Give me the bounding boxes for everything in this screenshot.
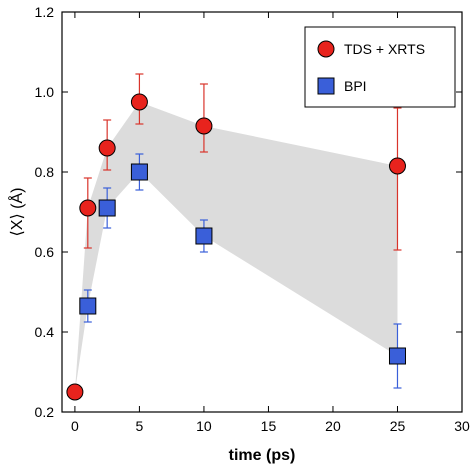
data-point-square [98, 199, 116, 217]
x-tick-label: 30 [454, 418, 470, 434]
data-point-circle [130, 93, 148, 111]
legend-marker-bpi [317, 77, 335, 95]
data-point-circle [79, 199, 97, 217]
x-tick-label: 25 [390, 418, 406, 434]
shaded-band [74, 102, 398, 392]
y-tick-label: 1.2 [35, 4, 55, 20]
marker-layer [66, 93, 406, 401]
y-axis-title: ⟨X⟩ (Å) [7, 188, 26, 237]
y-tick-label: 0.8 [35, 164, 55, 180]
data-point-square [130, 163, 148, 181]
x-axis-title: time (ps) [229, 447, 296, 464]
y-tick-label: 0.4 [35, 324, 55, 340]
data-point-circle [195, 117, 213, 135]
confidence-band-layer [74, 102, 398, 392]
data-point-circle [388, 157, 406, 175]
x-tick-label: 20 [325, 418, 341, 434]
y-tick-label: 0.6 [35, 244, 55, 260]
x-tick-label: 0 [71, 418, 79, 434]
y-tick-label: 0.2 [35, 404, 55, 420]
data-point-square [79, 297, 97, 315]
y-tick-label: 1.0 [35, 84, 55, 100]
legend-box [304, 26, 456, 108]
plot-frame [61, 11, 463, 413]
axis-tick-labels: 0 5 10 15 20 25 30 0.2 0.4 0.6 0.8 1.0 1.2 [35, 4, 470, 434]
x-tick-label: 5 [136, 418, 144, 434]
legend-label-tds-xrts: TDS + XRTS [344, 41, 425, 57]
x-tick-label: 15 [261, 418, 277, 434]
data-point-circle [66, 383, 84, 401]
legend-marker-tds-xrts [317, 40, 335, 58]
legend-label-bpi: BPI [344, 78, 367, 94]
legend: TDS + XRTS BPI [304, 26, 456, 108]
x-tick-label: 10 [196, 418, 212, 434]
data-point-square [388, 347, 406, 365]
data-point-square [195, 227, 213, 245]
axis-ticks [62, 11, 463, 413]
data-point-circle [98, 139, 116, 157]
